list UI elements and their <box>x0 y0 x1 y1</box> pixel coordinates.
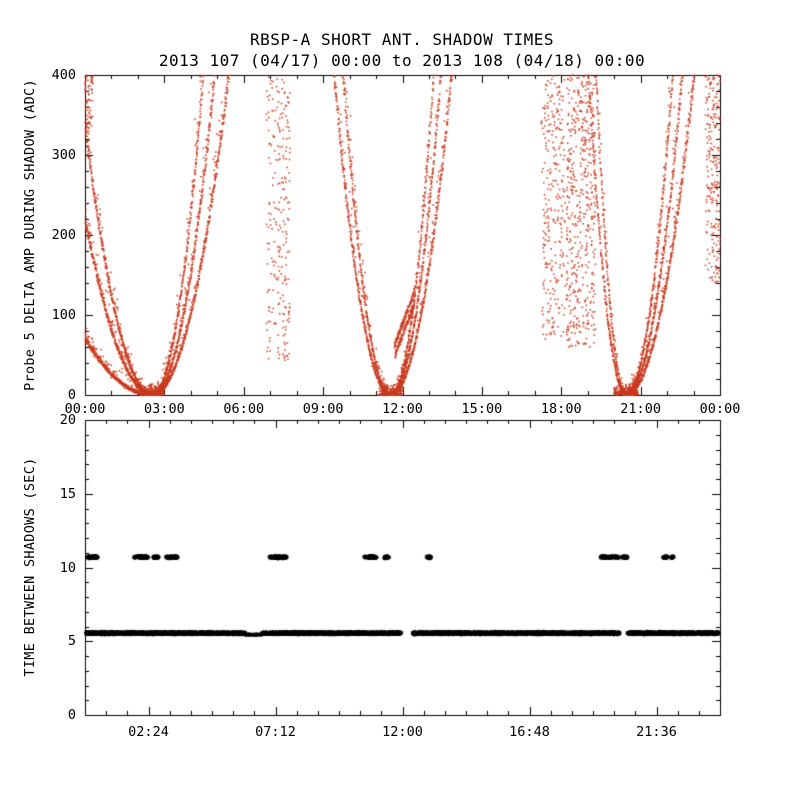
top-y-tick-label: 100 <box>51 307 76 323</box>
bottom-x-tick-label: 21:36 <box>636 724 677 740</box>
top-y-tick-label: 300 <box>51 147 76 163</box>
top-y-tick-label: 400 <box>51 67 76 83</box>
bottom-y-tick-label: 15 <box>59 485 76 502</box>
top-x-tick-label: 03:00 <box>144 401 185 417</box>
top-x-tick-label: 21:00 <box>620 401 661 417</box>
top-x-tick-label: 15:00 <box>461 401 503 417</box>
chart-title: RBSP-A SHORT ANT. SHADOW TIMES <box>250 30 554 49</box>
bottom-y-tick-label: 10 <box>59 559 76 576</box>
bottom-x-tick-label: 07:12 <box>255 724 296 740</box>
top-x-tick-label: 12:00 <box>382 401 423 417</box>
bottom-x-tick-label: 12:00 <box>382 724 423 740</box>
top-x-tick-label: 09:00 <box>302 401 344 417</box>
top-x-tick-label: 06:00 <box>223 401 265 417</box>
bottom-x-tick-label: 16:48 <box>509 724 550 740</box>
bottom-y-tick-label: 20 <box>59 412 76 428</box>
top-y-tick-label: 200 <box>51 227 76 243</box>
bottom-x-tick-label: 02:24 <box>128 724 169 740</box>
bottom-y-tick-label: 0 <box>67 707 76 723</box>
chart-subtitle: 2013 107 (04/17) 00:00 to 2013 108 (04/1… <box>158 51 646 70</box>
bottom-y-tick-label: 5 <box>67 633 76 650</box>
top-y-tick-label: 0 <box>67 387 76 403</box>
top-x-tick-label: 18:00 <box>540 401 582 417</box>
top-x-tick-label: 00:00 <box>699 401 741 417</box>
top-x-tick-label: 00:00 <box>64 401 106 417</box>
